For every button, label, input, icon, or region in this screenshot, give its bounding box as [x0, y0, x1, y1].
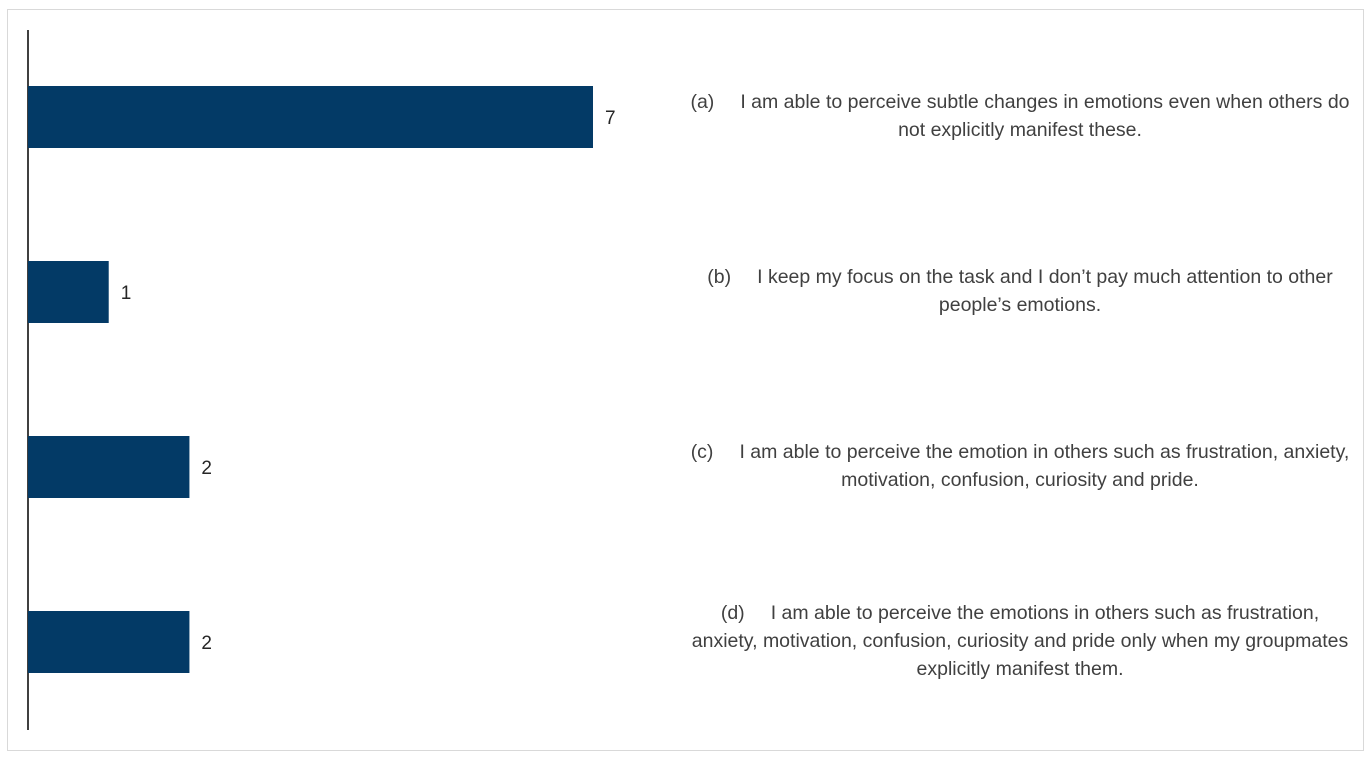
- statement-a-text: I am able to perceive subtle changes in …: [740, 91, 1350, 141]
- statement-b-text: I keep my focus on the task and I don’t …: [757, 266, 1333, 316]
- statement-c-text: I am able to perceive the emotion in oth…: [739, 441, 1350, 491]
- bar-c-value-label: 2: [201, 458, 212, 479]
- statement-d-letter: (d): [720, 602, 745, 624]
- bar-d-value-label: 2: [201, 633, 212, 654]
- statement-a-letter: (a): [690, 91, 715, 113]
- statement-a: (a) I am able to perceive subtle changes …: [690, 88, 1350, 144]
- bar-a-value-label: 7: [605, 108, 616, 129]
- statement-c: (c) I am able to perceive the emotion in …: [690, 438, 1350, 494]
- statement-b-letter: (b): [707, 266, 732, 288]
- statement-c-letter: (c): [690, 441, 714, 463]
- bar-d: [28, 611, 190, 673]
- statement-d-text: I am able to perceive the emotions in ot…: [691, 602, 1349, 680]
- bar-b-value-label: 1: [121, 283, 132, 304]
- bar-c: [28, 436, 190, 498]
- bar-b: [28, 261, 109, 323]
- bar-a: [28, 86, 593, 148]
- bars-group: 7 1 2 2: [28, 86, 616, 673]
- statement-d: (d) I am able to perceive the emotions in…: [690, 599, 1350, 683]
- statement-b: (b) I keep my focus on the task and I don…: [690, 263, 1350, 319]
